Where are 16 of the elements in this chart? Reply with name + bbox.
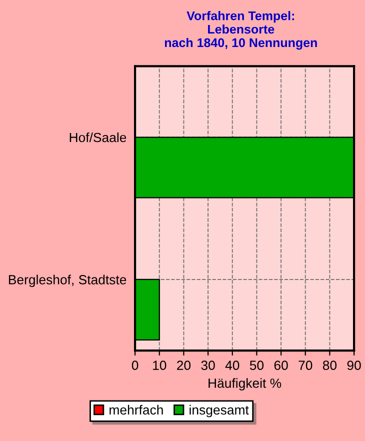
legend-label: insgesamt <box>190 404 249 418</box>
x-tick-label: 50 <box>250 360 264 370</box>
x-tick-label: 90 <box>347 360 361 370</box>
x-tick-label: 10 <box>153 360 166 370</box>
x-tick-label: 60 <box>274 360 288 370</box>
y-tick-label: Hof/Saale <box>70 132 126 142</box>
x-tick-label: 20 <box>177 360 191 370</box>
x-tick-label: 70 <box>298 360 312 370</box>
x-tick-label: 30 <box>201 360 215 370</box>
x-tick-label: 80 <box>322 360 337 370</box>
y-tick-label: Bergleshof, Stadtste <box>8 274 126 288</box>
legend-label: mehrfach <box>110 404 163 415</box>
x-tick-label: 0 <box>132 360 138 370</box>
chart-title: Vorfahren Tempel: Lebensorte nach 1840, 10 Nennungen <box>164 11 317 50</box>
x-tick-label: 40 <box>225 360 240 370</box>
x-axis-title: Häufigkeit % <box>208 378 282 390</box>
